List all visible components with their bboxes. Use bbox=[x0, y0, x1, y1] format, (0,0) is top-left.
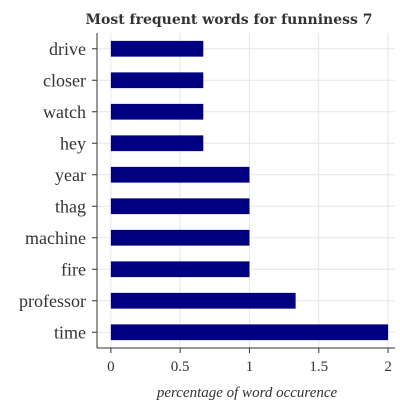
x-tick-label: 1 bbox=[246, 359, 254, 375]
category-label: closer bbox=[43, 70, 86, 90]
bar-machine bbox=[110, 229, 250, 246]
category-label: hey bbox=[60, 133, 86, 153]
category-label: year bbox=[55, 165, 86, 185]
bar-closer bbox=[110, 72, 204, 89]
bar-layer bbox=[110, 40, 389, 341]
x-tick-label: 0 bbox=[107, 359, 115, 375]
category-label: drive bbox=[49, 39, 86, 59]
x-axis-title: percentage of word occurence bbox=[156, 385, 338, 400]
category-label: fire bbox=[61, 259, 86, 279]
axis-layer: time professor fire machine thag year hey watch… bbox=[19, 33, 395, 375]
x-tick-label: 1.5 bbox=[309, 359, 328, 375]
category-label: professor bbox=[19, 291, 86, 311]
bar-professor bbox=[110, 292, 296, 309]
x-tick-label: 0.5 bbox=[171, 359, 190, 375]
bar-watch bbox=[110, 103, 204, 120]
chart-title: Most frequent words for funniness 7 bbox=[85, 12, 372, 28]
bar-hey bbox=[110, 135, 204, 152]
bar-fire bbox=[110, 261, 250, 278]
category-label: machine bbox=[25, 228, 86, 248]
bar-year bbox=[110, 166, 250, 183]
bar-drive bbox=[110, 40, 204, 57]
category-label: thag bbox=[55, 196, 86, 216]
category-label: watch bbox=[43, 102, 86, 122]
bar-thag bbox=[110, 198, 250, 215]
category-label: time bbox=[54, 322, 86, 342]
x-tick-label: 2 bbox=[384, 359, 392, 375]
bar-time bbox=[110, 324, 389, 341]
